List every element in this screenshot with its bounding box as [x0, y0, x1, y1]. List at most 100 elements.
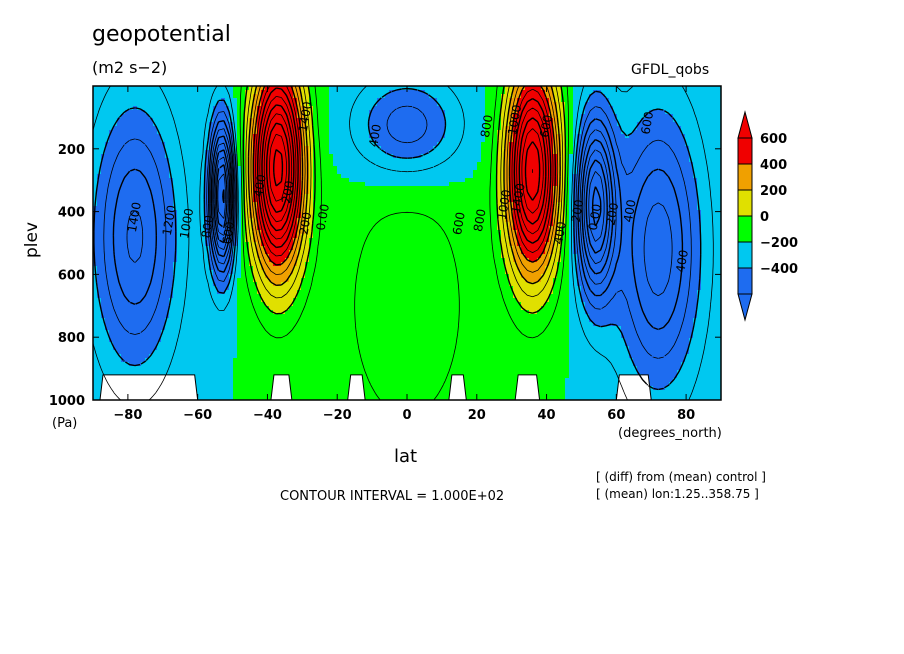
field-cell	[117, 174, 122, 179]
field-cell	[165, 286, 170, 291]
field-cell	[313, 286, 318, 291]
field-cell	[341, 330, 346, 335]
field-cell	[145, 102, 150, 107]
field-cell	[261, 210, 266, 215]
field-cell	[109, 258, 114, 263]
field-cell	[121, 306, 126, 311]
field-cell	[145, 218, 150, 223]
field-cell	[117, 162, 122, 167]
field-cell	[341, 298, 346, 303]
field-cell	[209, 102, 214, 107]
field-cell	[197, 246, 202, 251]
field-cell	[317, 90, 322, 95]
field-cell	[293, 254, 298, 259]
field-cell	[313, 106, 318, 111]
field-cell	[213, 314, 218, 319]
field-cell	[253, 102, 258, 107]
field-cell	[277, 94, 282, 99]
field-cell	[101, 286, 106, 291]
field-cell	[181, 226, 186, 231]
field-cell	[185, 290, 190, 295]
field-cell	[265, 286, 270, 291]
field-cell	[113, 190, 118, 195]
field-cell	[277, 310, 282, 315]
field-cell	[149, 254, 154, 259]
field-cell	[305, 286, 310, 291]
field-cell	[241, 98, 246, 103]
field-cell	[205, 294, 210, 299]
field-cell	[121, 330, 126, 335]
field-cell	[241, 374, 246, 379]
field-cell	[205, 274, 210, 279]
field-cell	[113, 254, 118, 259]
field-cell	[129, 166, 134, 171]
field-cell	[313, 378, 318, 383]
field-cell	[269, 266, 274, 271]
field-cell	[329, 178, 334, 183]
field-cell	[241, 386, 246, 391]
field-cell	[125, 346, 130, 351]
field-cell	[101, 126, 106, 131]
field-cell	[253, 230, 258, 235]
field-cell	[329, 322, 334, 327]
field-cell	[245, 378, 250, 383]
field-cell	[265, 374, 270, 379]
field-cell	[205, 118, 210, 123]
field-cell	[201, 386, 206, 391]
field-cell	[101, 294, 106, 299]
field-cell	[157, 234, 162, 239]
field-cell	[129, 274, 134, 279]
field-cell	[269, 382, 274, 387]
field-cell	[185, 86, 190, 91]
field-cell	[237, 294, 242, 299]
field-cell	[221, 102, 226, 107]
field-cell	[157, 86, 162, 91]
field-cell	[241, 298, 246, 303]
field-cell	[173, 362, 178, 367]
field-cell	[285, 102, 290, 107]
field-cell	[141, 150, 146, 155]
field-cell	[333, 134, 338, 139]
field-cell	[245, 142, 250, 147]
field-cell	[177, 130, 182, 135]
field-cell	[289, 122, 294, 127]
field-cell	[157, 226, 162, 231]
field-cell	[277, 346, 282, 351]
field-cell	[117, 198, 122, 203]
field-cell	[285, 310, 290, 315]
field-cell	[209, 362, 214, 367]
field-cell	[101, 354, 106, 359]
field-cell	[325, 174, 330, 179]
field-cell	[253, 262, 258, 267]
field-cell	[249, 210, 254, 215]
field-cell	[129, 98, 134, 103]
field-cell	[229, 94, 234, 99]
field-cell	[197, 346, 202, 351]
field-cell	[241, 198, 246, 203]
field-cell	[225, 282, 230, 287]
field-cell	[317, 130, 322, 135]
field-cell	[93, 110, 98, 115]
field-cell	[289, 254, 294, 259]
field-cell	[289, 218, 294, 223]
field-cell	[189, 170, 194, 175]
field-cell	[209, 142, 214, 147]
field-cell	[161, 286, 166, 291]
field-cell	[181, 166, 186, 171]
field-cell	[121, 334, 126, 339]
field-cell	[293, 318, 298, 323]
field-cell	[105, 134, 110, 139]
field-cell	[277, 362, 282, 367]
field-cell	[193, 102, 198, 107]
field-cell	[197, 262, 202, 267]
field-cell	[121, 266, 126, 271]
field-cell	[305, 130, 310, 135]
field-cell	[121, 350, 126, 355]
field-cell	[169, 206, 174, 211]
field-cell	[113, 178, 118, 183]
field-cell	[257, 286, 262, 291]
field-cell	[321, 278, 326, 283]
field-cell	[277, 178, 282, 183]
field-cell	[241, 390, 246, 395]
field-cell	[257, 146, 262, 151]
